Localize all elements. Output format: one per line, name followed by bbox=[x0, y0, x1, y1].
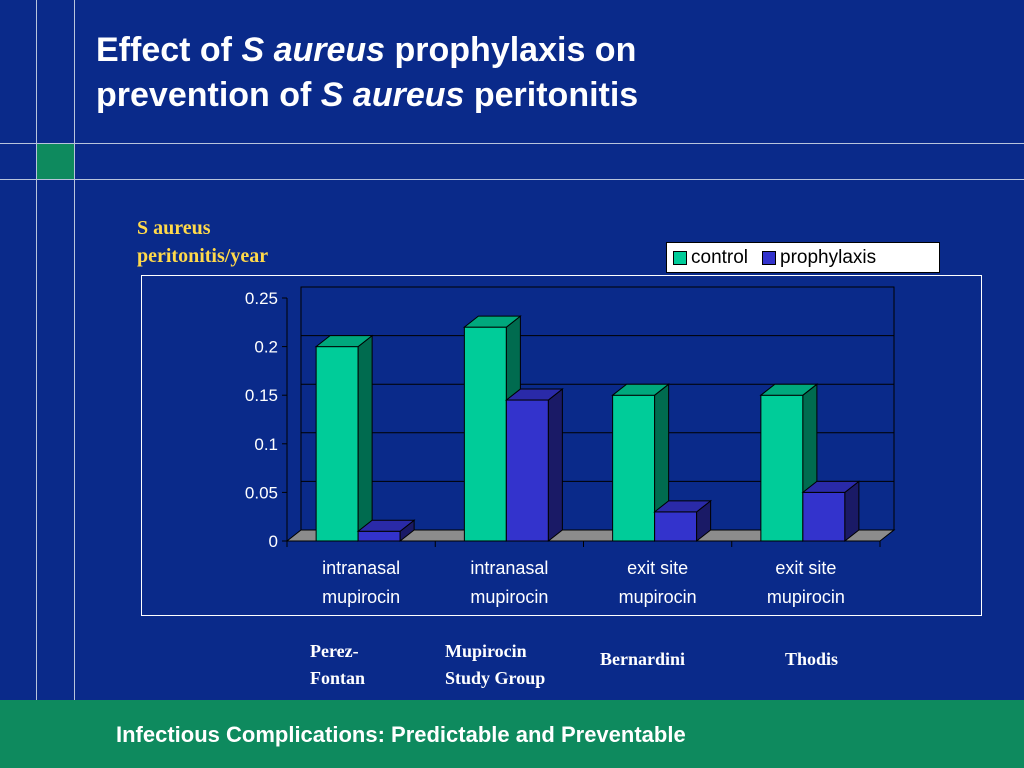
legend-label: prophylaxis bbox=[780, 246, 877, 268]
x-tick-label: mupirocin bbox=[619, 587, 697, 607]
study-text: Fontan bbox=[310, 668, 366, 688]
top-rule-lower bbox=[0, 179, 1024, 180]
legend-swatch-control bbox=[673, 250, 687, 265]
bar-prophylaxis bbox=[357, 530, 401, 542]
bar-top-prophylaxis bbox=[801, 480, 861, 493]
study-text: Bernardini bbox=[600, 649, 686, 669]
title-italic: S aureus bbox=[241, 31, 386, 69]
y-tick-label: 0.25 bbox=[245, 289, 278, 308]
bar-control bbox=[612, 394, 656, 542]
bar-prophylaxis bbox=[505, 399, 549, 542]
chart-legend: control prophylaxis bbox=[666, 242, 940, 273]
footer-bar bbox=[0, 700, 1024, 768]
bar-top-prophylaxis bbox=[356, 519, 416, 532]
bar-top-control bbox=[611, 383, 671, 396]
title-text: peritonitis bbox=[464, 76, 639, 114]
y-axis-label: S aureus peritonitis/year bbox=[137, 217, 269, 267]
y-tick-label: 0 bbox=[269, 532, 278, 551]
study-text: Perez- bbox=[310, 641, 359, 661]
bar-top-control bbox=[314, 335, 374, 348]
top-rule-upper bbox=[0, 143, 1024, 144]
slide-title: Effect of S aureus prophylaxis on preven… bbox=[96, 28, 796, 118]
title-italic: S aureus bbox=[320, 76, 465, 114]
bar-prophylaxis bbox=[654, 511, 698, 542]
y-tick-label: 0.1 bbox=[254, 435, 278, 454]
bar-control bbox=[315, 346, 359, 542]
footer-text: Infectious Complications: Predictable an… bbox=[116, 722, 686, 747]
legend-swatch-prophylaxis bbox=[762, 250, 777, 265]
bar-prophylaxis bbox=[802, 491, 846, 542]
y-tick-label: 0.05 bbox=[245, 483, 278, 502]
title-text: Effect of bbox=[96, 31, 242, 69]
x-tick-label: mupirocin bbox=[767, 587, 845, 607]
bar-top-control bbox=[462, 315, 522, 328]
chart-frame bbox=[141, 275, 982, 616]
bar-control bbox=[760, 394, 804, 542]
left-rule-outer bbox=[36, 0, 37, 700]
bar-top-control bbox=[759, 383, 819, 396]
legend-item-prophylaxis: prophylaxis bbox=[762, 247, 876, 269]
study-text: Thodis bbox=[785, 649, 839, 669]
study-label-1: Mupirocin Study Group bbox=[445, 638, 545, 692]
bar-top-prophylaxis bbox=[504, 388, 564, 401]
x-tick-label: exit site bbox=[775, 558, 836, 578]
x-tick-label: mupirocin bbox=[470, 587, 548, 607]
study-label-3: Thodis bbox=[785, 646, 838, 673]
bar-side-control bbox=[357, 334, 373, 543]
bar-chart: 0 0.05 0.1 0.15 0.2 0.25 intranasal mupirocin in… bbox=[245, 286, 896, 607]
title-text: prophylaxis on bbox=[385, 31, 637, 69]
x-tick-label: exit site bbox=[627, 558, 688, 578]
bar-top-prophylaxis bbox=[653, 500, 713, 513]
title-text: prevention of bbox=[96, 76, 321, 114]
legend-item-control: control bbox=[673, 247, 748, 269]
accent-square bbox=[37, 144, 74, 179]
y-tick-label: 0.15 bbox=[245, 386, 278, 405]
x-tick-label: intranasal bbox=[470, 558, 548, 578]
y-tick-label: 0.2 bbox=[254, 338, 278, 357]
bar-side-prophylaxis bbox=[547, 388, 563, 543]
study-label-2: Bernardini bbox=[600, 646, 685, 673]
legend-label: control bbox=[691, 246, 749, 268]
study-text: Mupirocin bbox=[445, 641, 527, 661]
left-rule-inner bbox=[74, 0, 75, 700]
x-tick-label: mupirocin bbox=[322, 587, 400, 607]
x-tick-label: intranasal bbox=[322, 558, 400, 578]
bar-control bbox=[463, 326, 507, 542]
study-label-0: Perez- Fontan bbox=[310, 638, 365, 692]
study-text: Study Group bbox=[445, 668, 546, 688]
